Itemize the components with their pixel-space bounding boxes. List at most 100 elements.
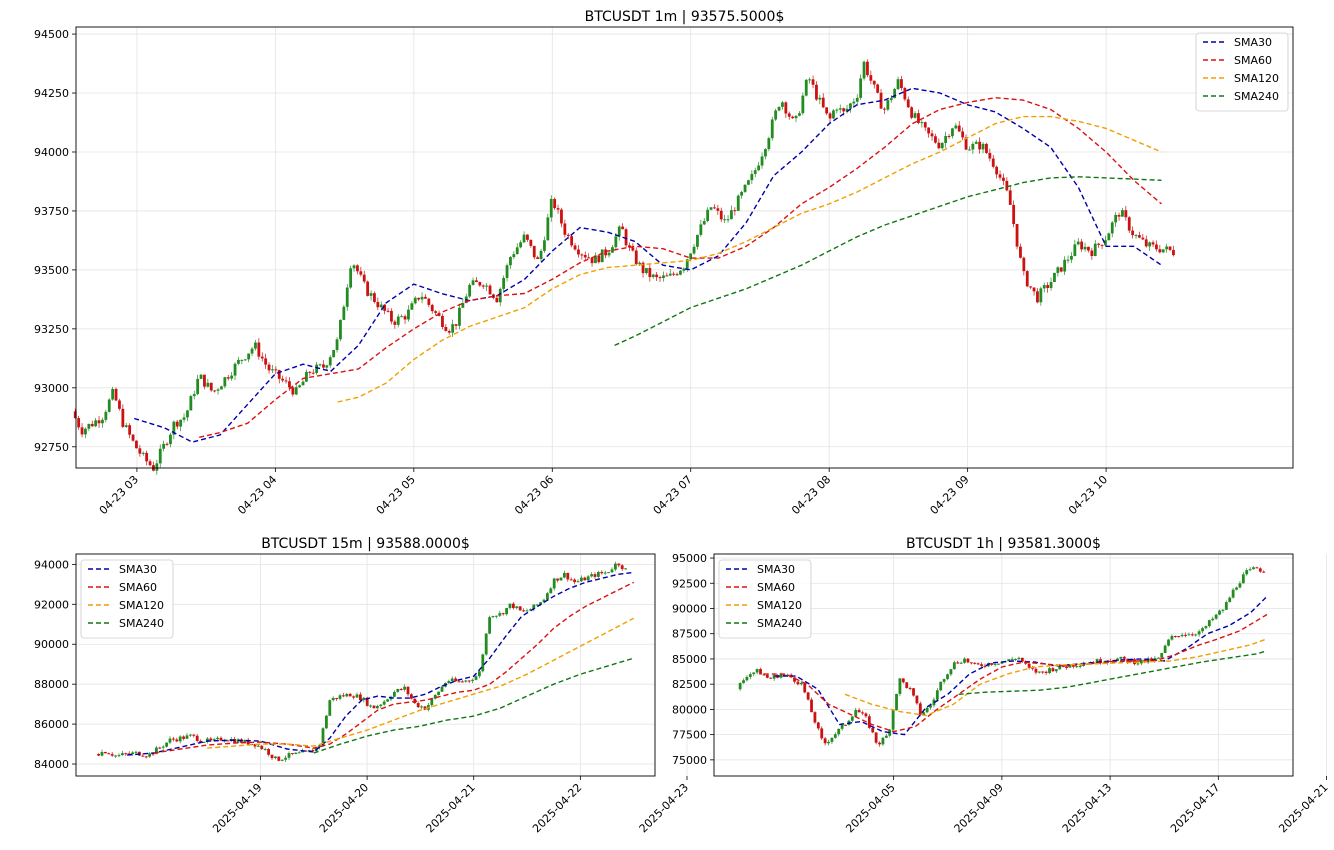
x-tick-label: 2025-04-23 (637, 781, 691, 835)
candle-down (1138, 235, 1141, 238)
candle-up (696, 234, 699, 247)
legend-box (718, 559, 812, 639)
candle-up (236, 739, 240, 743)
candle-up (379, 704, 383, 707)
legend-label: SMA240 (1234, 90, 1279, 103)
candle-down (872, 80, 876, 85)
candle-up (838, 108, 842, 110)
candle-up (256, 745, 260, 747)
candle-up (772, 675, 776, 679)
candle-down (995, 166, 999, 175)
candle-up (723, 219, 727, 221)
candle-down (1168, 246, 1172, 250)
x-tick-label: 2025-04-13 (1060, 781, 1114, 835)
candle-up (335, 339, 339, 350)
candle-up (833, 734, 837, 738)
candle-down (985, 143, 988, 153)
candle-down (121, 408, 125, 427)
candle-down (563, 223, 567, 235)
candle-up (682, 268, 686, 271)
series-line-sma30 (127, 571, 634, 756)
x-tick-label: 04-23 04 (235, 473, 279, 517)
legend-label: SMA30 (119, 563, 157, 576)
candle-up (339, 319, 342, 340)
candle-up (963, 658, 966, 663)
candle-up (301, 381, 305, 386)
candle-up (247, 353, 251, 360)
y-tick-label: 75000 (672, 754, 707, 767)
candle-down (366, 281, 370, 296)
legend: SMA30 SMA60 SMA120 SMA240 (718, 559, 812, 639)
x-tick-label: 04-23 09 (928, 473, 972, 517)
candle-down (1151, 242, 1155, 245)
candle-down (209, 738, 213, 741)
candle-up (699, 224, 703, 235)
y-tick-label: 93000 (34, 382, 69, 395)
candle-up (172, 421, 176, 435)
candle-down (617, 563, 621, 566)
candle-up (849, 103, 852, 109)
candle-up (981, 143, 985, 150)
candle-up (101, 419, 104, 424)
candle-down (151, 753, 155, 755)
candle-down (128, 425, 132, 435)
candle-up (1241, 574, 1245, 584)
candle-up (508, 603, 512, 609)
candle-down (821, 97, 825, 108)
candle-down (655, 274, 659, 278)
candle-up (1010, 659, 1014, 661)
candle-down (110, 754, 114, 756)
candle-down (1258, 568, 1262, 572)
candle-up (755, 669, 759, 673)
candle-down (393, 321, 397, 325)
candle-up (447, 681, 451, 684)
candle-down (1008, 190, 1012, 205)
candle-down (844, 724, 847, 726)
candle-down (816, 722, 820, 729)
x-tick-label: 2025-04-17 (1168, 781, 1222, 835)
candle-up (1148, 242, 1152, 247)
candle-down (447, 331, 451, 333)
y-tick-label: 93500 (34, 264, 69, 277)
candle-down (917, 113, 920, 123)
chart-title: BTCUSDT 15m | 93588.0000$ (261, 536, 470, 552)
candle-down (335, 697, 338, 699)
candle-up (611, 247, 614, 253)
y-tick-label: 85000 (672, 653, 707, 666)
candle-up (481, 654, 485, 672)
y-tick-label: 95000 (672, 552, 707, 565)
candle-down (1002, 177, 1005, 181)
candle-up (325, 365, 329, 368)
candle-down (311, 372, 315, 374)
candle-down (427, 298, 431, 305)
candle-down (658, 277, 662, 279)
candle-up (668, 273, 672, 276)
candle-up (298, 385, 302, 388)
candle-up (407, 309, 410, 320)
y-tick-label: 94250 (34, 87, 69, 100)
candle-up (243, 739, 247, 743)
candle-up (1049, 282, 1053, 288)
candle-down (1020, 657, 1024, 662)
candle-down (815, 84, 818, 100)
x-tick-label: 04-23 07 (651, 473, 695, 517)
candle-up (205, 738, 209, 742)
candle-down (733, 210, 737, 212)
series-line-sma30 (774, 595, 1268, 736)
candle-down (1124, 210, 1128, 218)
candle-up (287, 753, 291, 758)
candle-up (318, 745, 321, 748)
candle-up (1073, 244, 1077, 256)
candle-down (923, 122, 927, 128)
x-tick-label: 04-23 06 (512, 473, 556, 517)
candle-down (291, 387, 295, 395)
candle-up (610, 569, 614, 573)
candle-down (1262, 571, 1266, 573)
candle-down (290, 753, 294, 755)
candle-up (328, 700, 332, 716)
candle-up (603, 572, 607, 574)
candle-down (961, 131, 965, 138)
candle-down (631, 247, 635, 251)
candle-down (641, 262, 645, 274)
candle-up (189, 396, 193, 411)
